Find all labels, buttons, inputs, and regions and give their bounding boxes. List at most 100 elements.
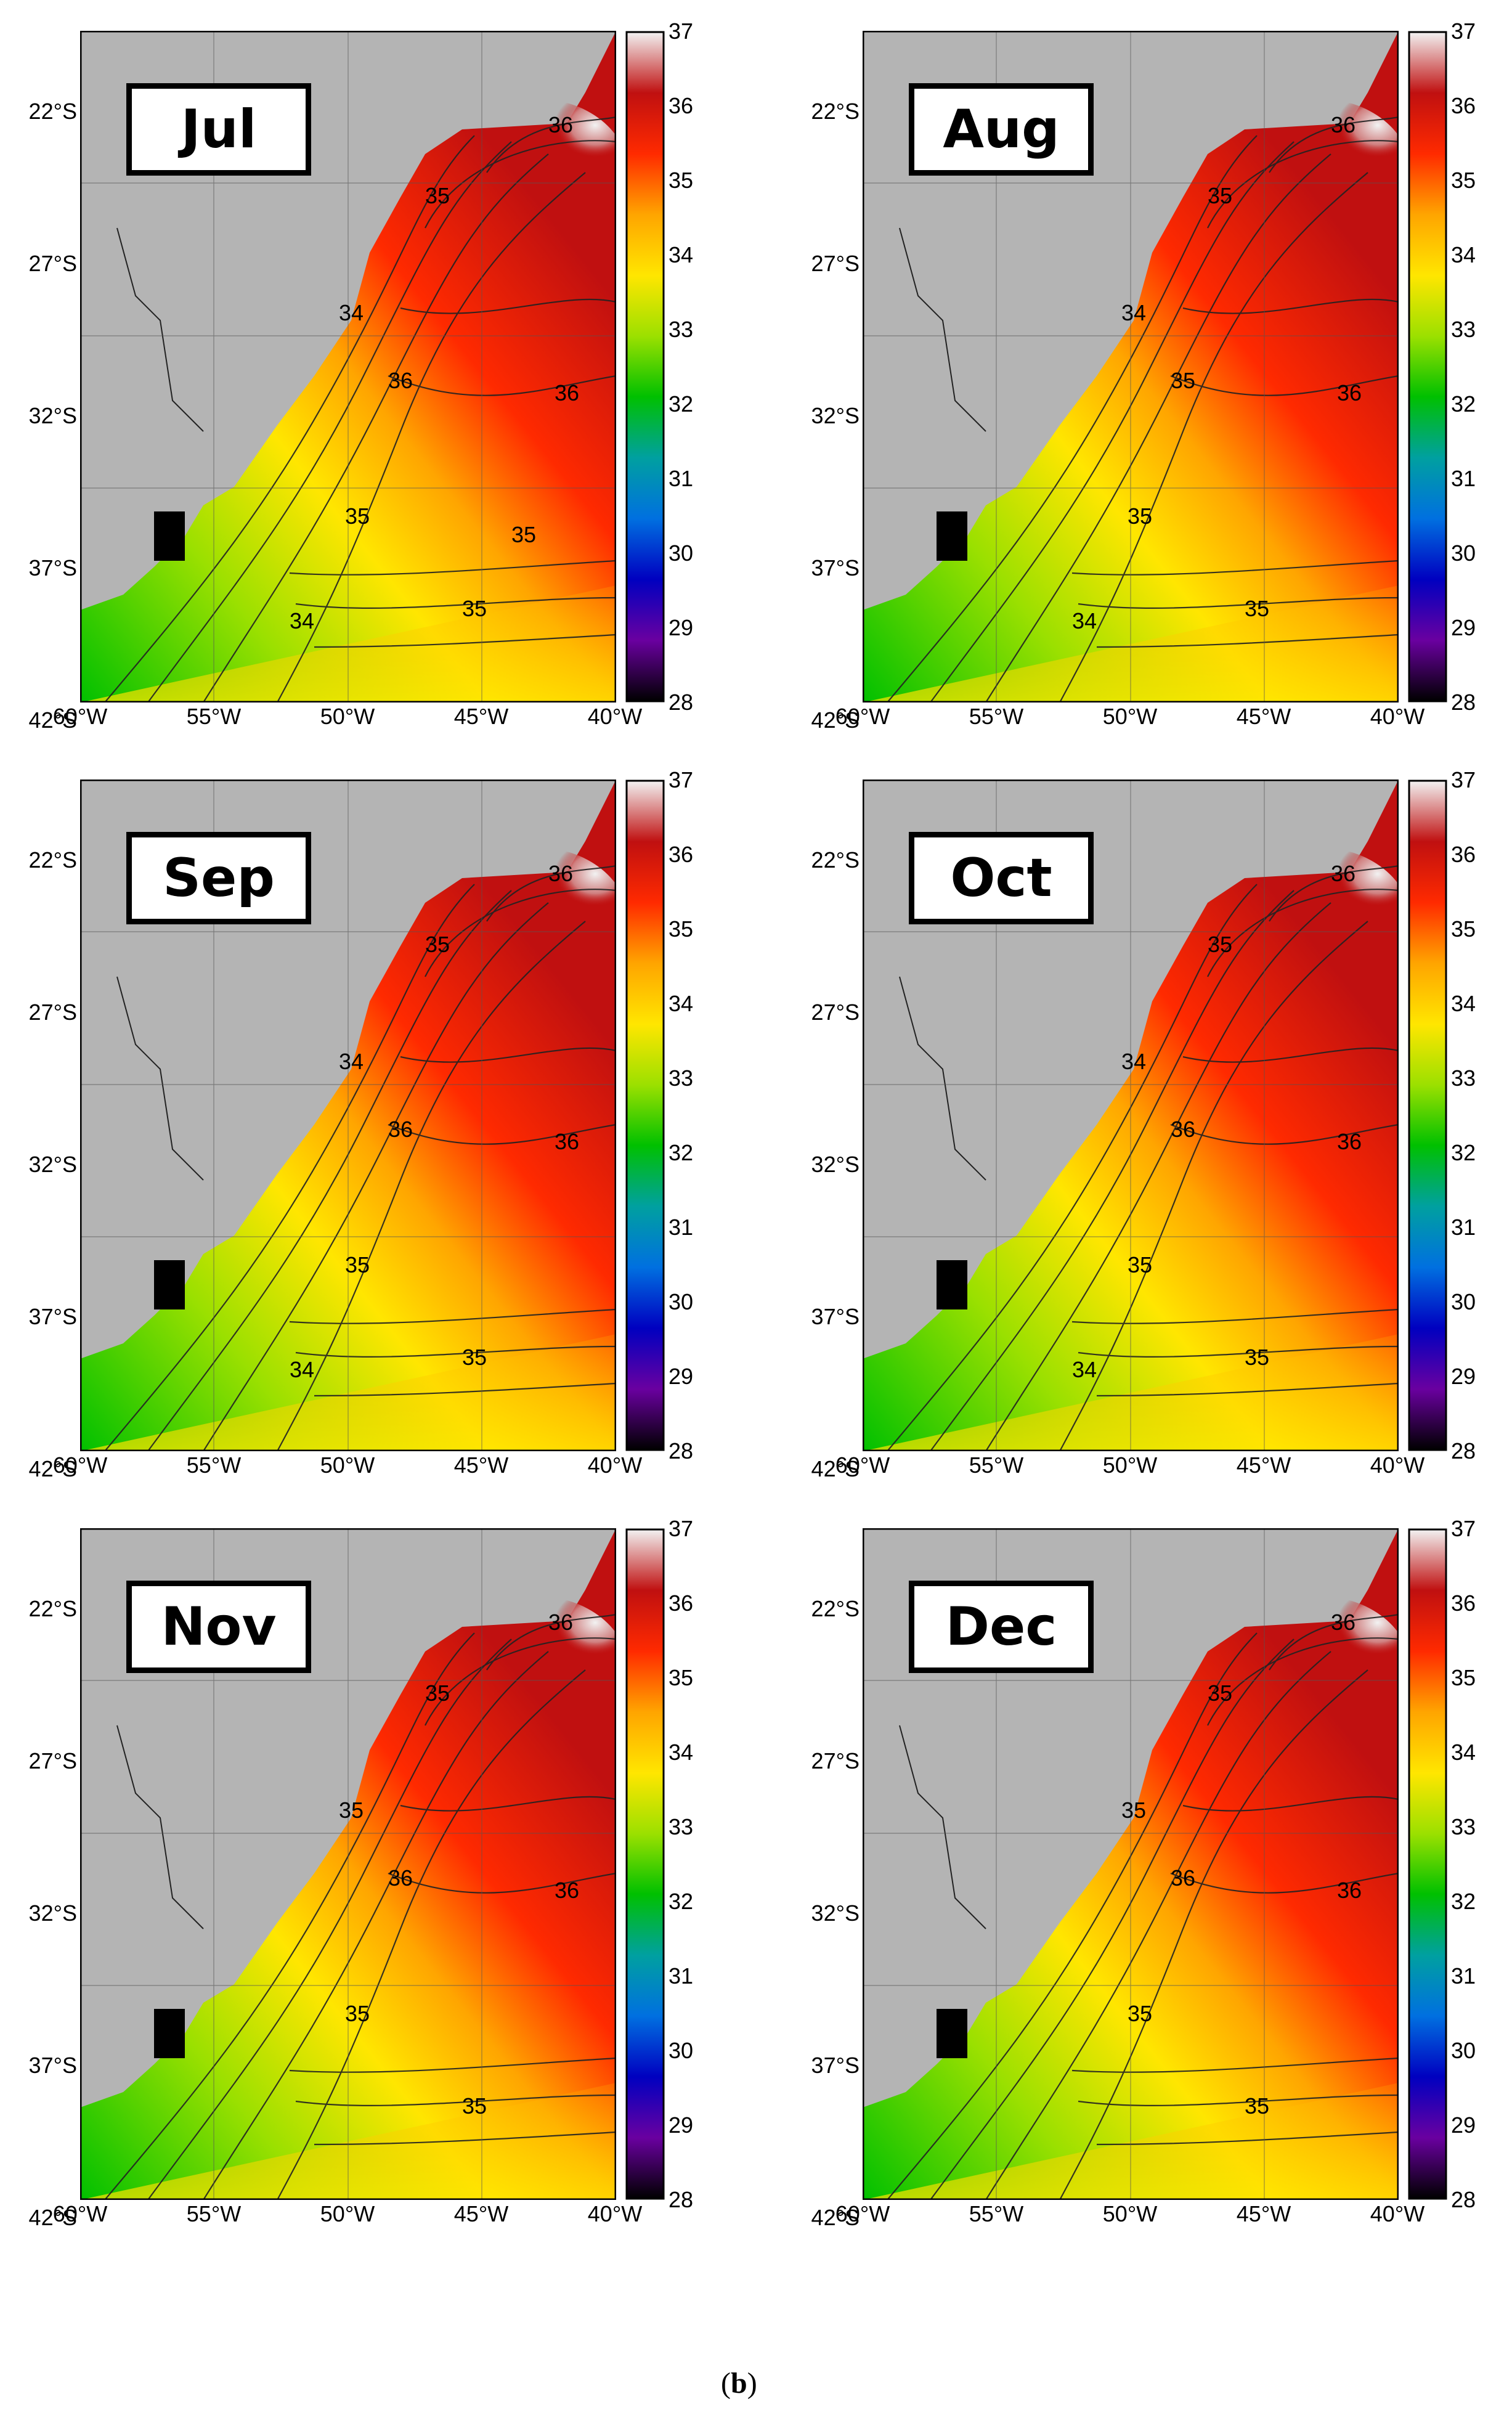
contour-label: 35 xyxy=(1245,2093,1269,2119)
month-label: Dec xyxy=(909,1581,1094,1673)
colorbar-tick-label: 36 xyxy=(1451,93,1476,118)
y-axis-label: 32°S xyxy=(811,403,860,428)
x-axis-label: 60°W xyxy=(835,704,890,729)
salinity-map: 36 35 35 36 36 35 35 xyxy=(863,1528,1399,2200)
contour-label: 35 xyxy=(462,2093,487,2119)
y-axis-label: 42°S xyxy=(811,707,860,733)
x-axis-label: 50°W xyxy=(320,704,375,729)
month-label: Jul xyxy=(126,83,311,176)
contour-label: 36 xyxy=(555,380,579,405)
colorbar-tick-label: 35 xyxy=(669,168,694,193)
panel-oct: 36 35 34 36 36 35 35 34 Oct 22°S 27°S 32°S 37°S 42°S 6… xyxy=(782,767,1512,1519)
contour-label: 35 xyxy=(425,183,450,208)
x-axis-label: 60°W xyxy=(52,704,108,729)
contour-label: 36 xyxy=(555,1129,579,1154)
contour-label: 34 xyxy=(290,608,314,633)
colorbar-tick-label: 28 xyxy=(1451,1438,1476,1464)
x-axis-label: 60°W xyxy=(52,2201,108,2226)
colorbar-tick-label: 32 xyxy=(1451,1889,1476,1914)
contour-label: 35 xyxy=(1128,1252,1152,1277)
contour-label: 35 xyxy=(1121,1798,1146,1823)
contour-label: 36 xyxy=(548,112,573,137)
colorbar-tick-label: 37 xyxy=(1451,18,1476,44)
x-axis-label: 50°W xyxy=(320,1452,375,1478)
colorbar-tick-label: 34 xyxy=(669,991,694,1016)
colorbar xyxy=(625,780,665,1451)
contour-label: 34 xyxy=(339,1049,364,1074)
month-label: Nov xyxy=(126,1581,311,1673)
x-axis-label: 45°W xyxy=(1236,2201,1291,2226)
x-axis-label: 45°W xyxy=(453,2201,509,2226)
colorbar xyxy=(1408,1528,1447,2200)
colorbar-tick-label: 32 xyxy=(669,1889,694,1914)
colorbar xyxy=(625,1528,665,2200)
x-axis-label: 45°W xyxy=(453,704,509,729)
colorbar-tick-label: 37 xyxy=(669,1516,694,1541)
colorbar-tick-label: 29 xyxy=(1451,615,1476,640)
colorbar-tick-label: 30 xyxy=(669,1289,694,1314)
contour-label: 36 xyxy=(1337,1129,1362,1154)
y-axis-label: 37°S xyxy=(811,555,860,580)
panel-jul: 36 35 34 36 36 35 35 34 35 Jul 22°S 27°S 32°S 37°S 42°… xyxy=(0,18,739,770)
x-axis-label: 55°W xyxy=(186,704,242,729)
y-axis-label: 42°S xyxy=(28,2205,77,2230)
colorbar-tick-label: 36 xyxy=(669,93,694,118)
colorbar-tick-label: 28 xyxy=(669,2187,694,2212)
y-axis-label: 42°S xyxy=(28,707,77,733)
y-axis-label: 27°S xyxy=(811,251,860,276)
x-axis-label: 40°W xyxy=(587,704,643,729)
contour-label: 36 xyxy=(555,1878,579,1903)
y-axis-label: 22°S xyxy=(28,99,77,124)
colorbar-tick-label: 29 xyxy=(1451,2112,1476,2138)
salinity-map: 36 35 35 36 36 35 35 xyxy=(80,1528,616,2200)
colorbar-tick-label: 37 xyxy=(669,18,694,44)
y-axis-label: 27°S xyxy=(811,1000,860,1025)
contour-label: 36 xyxy=(1337,1878,1362,1903)
contour-label: 35 xyxy=(425,1680,450,1706)
y-axis-label: 22°S xyxy=(28,847,77,873)
contour-label: 34 xyxy=(290,1357,314,1382)
colorbar-tick-label: 29 xyxy=(1451,1364,1476,1389)
contour-label: 36 xyxy=(388,1865,413,1891)
colorbar-tick-label: 30 xyxy=(1451,1289,1476,1314)
y-axis-label: 32°S xyxy=(28,403,77,428)
contour-label: 35 xyxy=(1128,2001,1152,2026)
colorbar-tick-label: 34 xyxy=(1451,242,1476,267)
colorbar-tick-label: 30 xyxy=(1451,2038,1476,2063)
colorbar-tick-label: 32 xyxy=(1451,1140,1476,1165)
colorbar-tick-label: 28 xyxy=(669,690,694,715)
colorbar-tick-label: 34 xyxy=(669,1740,694,1765)
colorbar-tick-label: 32 xyxy=(1451,391,1476,417)
colorbar-tick-label: 30 xyxy=(1451,540,1476,566)
colorbar-tick-label: 35 xyxy=(1451,916,1476,942)
colorbar-tick-label: 33 xyxy=(1451,1065,1476,1091)
colorbar-tick-label: 33 xyxy=(669,1814,694,1839)
x-axis-label: 40°W xyxy=(1370,2201,1425,2226)
colorbar-tick-label: 30 xyxy=(669,2038,694,2063)
colorbar-tick-label: 29 xyxy=(669,615,694,640)
y-axis-label: 42°S xyxy=(811,2205,860,2230)
contour-label: 36 xyxy=(388,1117,413,1142)
colorbar-tick-label: 31 xyxy=(669,1215,694,1240)
colorbar-tick-label: 31 xyxy=(1451,466,1476,491)
colorbar-tick-label: 33 xyxy=(669,1065,694,1091)
x-axis-label: 55°W xyxy=(969,2201,1024,2226)
colorbar-tick-label: 36 xyxy=(669,1590,694,1616)
x-axis-label: 55°W xyxy=(969,704,1024,729)
y-axis-label: 37°S xyxy=(28,555,77,580)
month-label: Oct xyxy=(909,832,1094,924)
colorbar-tick-label: 28 xyxy=(669,1438,694,1464)
x-axis-label: 40°W xyxy=(587,1452,643,1478)
colorbar-tick-label: 36 xyxy=(669,842,694,867)
contour-label: 34 xyxy=(339,300,364,325)
contour-label: 35 xyxy=(345,1252,370,1277)
contour-label: 35 xyxy=(1208,1680,1232,1706)
y-axis-label: 32°S xyxy=(28,1900,77,1926)
figure-label-letter: b xyxy=(730,2367,747,2400)
colorbar-tick-label: 33 xyxy=(1451,317,1476,342)
contour-label: 35 xyxy=(1171,368,1195,393)
x-axis-label: 50°W xyxy=(1102,704,1158,729)
x-axis-label: 40°W xyxy=(1370,1452,1425,1478)
colorbar-tick-label: 32 xyxy=(669,1140,694,1165)
x-axis-label: 60°W xyxy=(835,1452,890,1478)
